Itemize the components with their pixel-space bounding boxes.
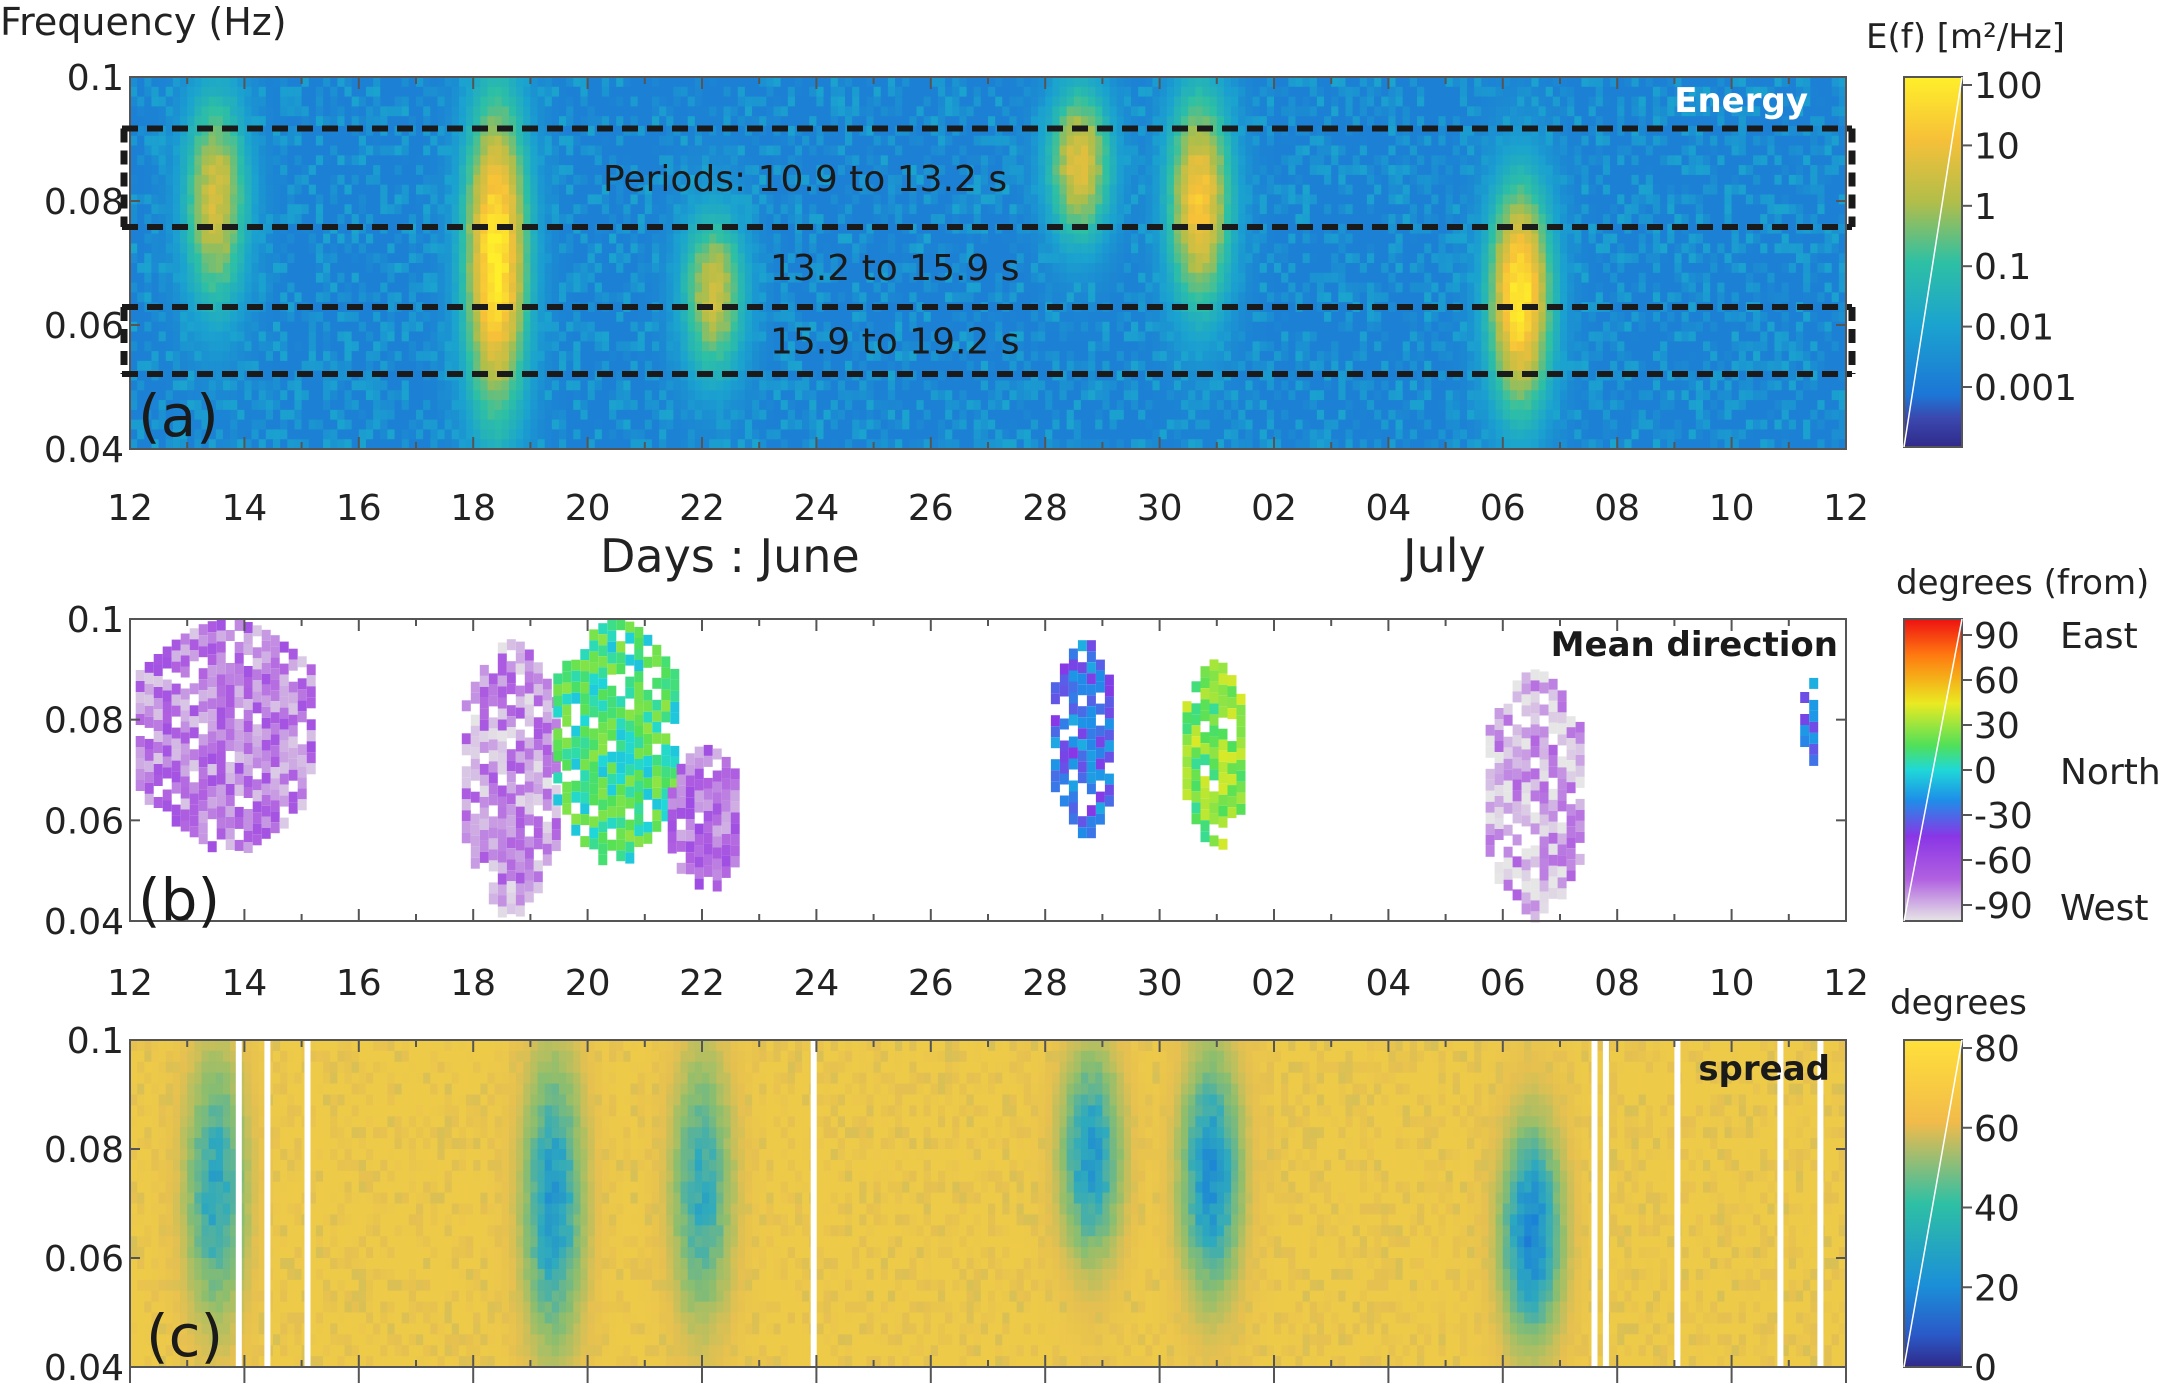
colorbar-tick-label: 0 [1974, 751, 1997, 792]
panel-label-c: (c) [146, 1302, 223, 1370]
x-tick-label: 06 [1480, 963, 1526, 1004]
y-tick-label: 0.1 [67, 58, 124, 99]
x-tick-label: 28 [1022, 488, 1068, 529]
y-tick-label: 0.06 [44, 1239, 124, 1280]
direction-heatmap [135, 619, 1819, 923]
band-label: 15.9 to 19.2 s [770, 322, 1020, 363]
period-bands: Periods: 10.9 to 13.2 s 13.2 to 15.9 s 15.… [120, 125, 1856, 377]
xaxis-month-july: July [1400, 529, 1486, 583]
y-tick-label: 0.06 [44, 306, 124, 347]
y-tick-label: 0.08 [44, 1130, 124, 1171]
x-tick-label: 22 [679, 488, 725, 529]
colorbar-c-diagonal [1903, 1039, 1963, 1368]
x-tick-label: 18 [450, 963, 496, 1004]
colorbar-tick-label: 0 [1974, 1348, 1997, 1385]
x-tick-label: 12 [107, 488, 153, 529]
x-tick-label: 26 [908, 488, 954, 529]
y-tick-label: 0.08 [44, 701, 124, 742]
y-tick-label: 0.1 [67, 600, 124, 641]
colorbar-tick-label: 0.01 [1974, 308, 2054, 349]
colorbar-tick-label: 0.001 [1974, 368, 2077, 409]
x-ticks-a: 12 14 16 18 20 22 24 26 28 30 02 04 06 08 10 12 [107, 77, 1869, 529]
xaxis-month-june: Days : June [600, 529, 860, 583]
spread-heatmap [130, 1040, 1847, 1368]
panel-a: 0.1 0.08 0.06 0.04 12 14 16 18 20 22 24 26 28 30 02 04… [44, 17, 2077, 583]
x-tick-label: 20 [565, 488, 611, 529]
x-tick-label: 04 [1365, 488, 1411, 529]
x-tick-label: 08 [1594, 488, 1640, 529]
y-tick-label: 0.06 [44, 801, 124, 842]
x-ticks-b: 12 14 16 18 20 22 24 26 28 30 02 04 06 08 10 12 [107, 619, 1869, 1004]
panel-b: 0.1 0.08 0.06 0.04 12 14 16 18 20 22 24 26 28 30 02 04… [44, 563, 2161, 1004]
colorbar-tick-label: 60 [1974, 661, 2020, 702]
x-tick-label: 08 [1594, 963, 1640, 1004]
colorbar-tick-label: 40 [1974, 1189, 2020, 1230]
panel-title-direction: Mean direction [1551, 625, 1838, 665]
band-label: 13.2 to 15.9 s [770, 248, 1020, 289]
colorbar-tick-label: 90 [1974, 616, 2020, 657]
x-tick-label: 14 [221, 488, 267, 529]
panel-title-energy: Energy [1674, 81, 1808, 121]
y-tick-label: 0.1 [67, 1021, 124, 1062]
colorbar-b-diagonal [1903, 618, 1963, 922]
panel-c: 0.1 0.08 0.06 0.04 spread (c) degrees 80 60 4… [44, 983, 2027, 1385]
colorbar-b-east: East [2060, 616, 2138, 657]
x-tick-label: 24 [793, 488, 839, 529]
y-tick-label: 0.04 [44, 430, 124, 471]
y-tick-label: 0.04 [44, 1348, 124, 1385]
x-tick-label: 28 [1022, 963, 1068, 1004]
colorbar-c-label: degrees [1890, 983, 2027, 1023]
colorbar-tick-label: 60 [1974, 1109, 2020, 1150]
panel-label-a: (a) [138, 382, 219, 450]
x-tick-label: 22 [679, 963, 725, 1004]
x-tick-label: 16 [336, 488, 382, 529]
x-tick-label: 26 [908, 963, 954, 1004]
y-tick-label: 0.04 [44, 902, 124, 943]
colorbar-a-label: E(f) [m²/Hz] [1866, 17, 2065, 57]
x-tick-label: 18 [450, 488, 496, 529]
x-tick-label: 10 [1709, 963, 1755, 1004]
colorbar-b-west: West [2060, 888, 2149, 929]
x-ticks-c [129, 1040, 1847, 1383]
colorbar-a-diagonal [1903, 76, 1963, 448]
colorbar-tick-label: 30 [1974, 706, 2020, 747]
band-label: Periods: 10.9 to 13.2 s [603, 159, 1007, 200]
x-tick-label: 30 [1137, 488, 1183, 529]
colorbar-tick-label: -90 [1974, 886, 2033, 927]
x-tick-label: 02 [1251, 963, 1297, 1004]
y-tick-label: 0.08 [44, 182, 124, 223]
colorbar-tick-label: 10 [1974, 126, 2020, 167]
y-ticks-c: 0.1 0.08 0.06 0.04 [44, 1021, 1846, 1385]
colorbar-tick-label: -60 [1974, 841, 2033, 882]
x-tick-label: 04 [1365, 963, 1411, 1004]
x-tick-label: 16 [336, 963, 382, 1004]
colorbar-tick-label: 20 [1974, 1268, 2020, 1309]
panel-title-spread: spread [1698, 1049, 1830, 1089]
x-tick-label: 10 [1709, 488, 1755, 529]
x-tick-label: 02 [1251, 488, 1297, 529]
x-tick-label: 14 [221, 963, 267, 1004]
colorbar-b-north: North [2060, 752, 2161, 793]
x-tick-label: 12 [107, 963, 153, 1004]
colorbar-b-label: degrees (from) [1896, 563, 2149, 603]
colorbar-tick-label: 100 [1974, 66, 2043, 107]
colorbar-tick-label: 1 [1974, 187, 1997, 228]
colorbar-c-ticks: 80 60 40 20 0 [1962, 1029, 2020, 1385]
panel-label-b: (b) [138, 866, 220, 934]
x-tick-label: 12 [1823, 488, 1869, 529]
x-tick-label: 06 [1480, 488, 1526, 529]
y-ticks-a: 0.1 0.08 0.06 0.04 [44, 58, 1846, 471]
x-tick-label: 12 [1823, 963, 1869, 1004]
x-tick-label: 30 [1137, 963, 1183, 1004]
colorbar-tick-label: -30 [1974, 796, 2033, 837]
colorbar-tick-label: 0.1 [1974, 247, 2031, 288]
colorbar-a-ticks: 100 10 1 0.1 0.01 0.001 [1962, 66, 2077, 409]
x-tick-label: 24 [793, 963, 839, 1004]
x-tick-label: 20 [565, 963, 611, 1004]
y-ticks-b: 0.1 0.08 0.06 0.04 [44, 600, 1846, 943]
yaxis-title: Frequency (Hz) [0, 0, 287, 44]
colorbar-tick-label: 80 [1974, 1029, 2020, 1070]
